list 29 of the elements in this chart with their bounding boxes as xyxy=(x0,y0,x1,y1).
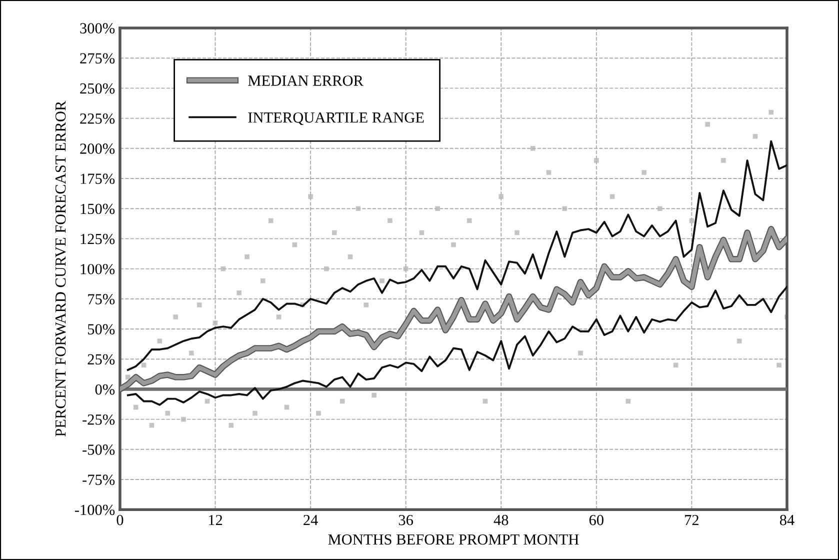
y-tick-label: 175% xyxy=(80,174,115,184)
x-tick-label: 0 xyxy=(116,514,124,526)
x-tick-label: 36 xyxy=(398,514,414,526)
y-tick-label: 275% xyxy=(80,53,115,64)
y-tick-label: -25% xyxy=(82,414,115,425)
y-tick-label: 250% xyxy=(80,83,115,94)
x-tick-label: 24 xyxy=(304,514,318,526)
x-tick-label: 12 xyxy=(208,514,222,526)
x-tick-label: 84 xyxy=(780,514,794,526)
y-tick-label: -50% xyxy=(82,444,115,455)
y-tick-label: -75% xyxy=(82,474,115,485)
x-tick-label: 72 xyxy=(685,514,698,526)
y-tick-label: 300% xyxy=(80,23,115,34)
y-tick-label: 75% xyxy=(88,294,115,304)
x-tick-label: 60 xyxy=(589,514,604,526)
y-tick-label: 0% xyxy=(95,384,115,395)
y-tick-label: 25% xyxy=(88,354,115,365)
y-tick-label: 100% xyxy=(80,264,115,274)
legend-label: INTERQUARTILE RANGE xyxy=(248,112,424,126)
y-tick-label: 200% xyxy=(80,144,115,154)
y-axis-title: PERCENT FORWARD CURVE FORECAST ERROR xyxy=(55,100,66,436)
x-axis-title: MONTHS BEFORE PROMPT MONTH xyxy=(328,534,579,545)
y-tick-label: 125% xyxy=(80,234,115,244)
y-tick-label: 50% xyxy=(88,324,115,334)
y-tick-label: -100% xyxy=(74,504,115,516)
y-tick-label: 150% xyxy=(80,204,115,214)
legend-label: MEDIAN ERROR xyxy=(248,76,364,86)
y-tick-label: 225% xyxy=(80,113,115,124)
x-tick-label: 48 xyxy=(494,514,508,526)
